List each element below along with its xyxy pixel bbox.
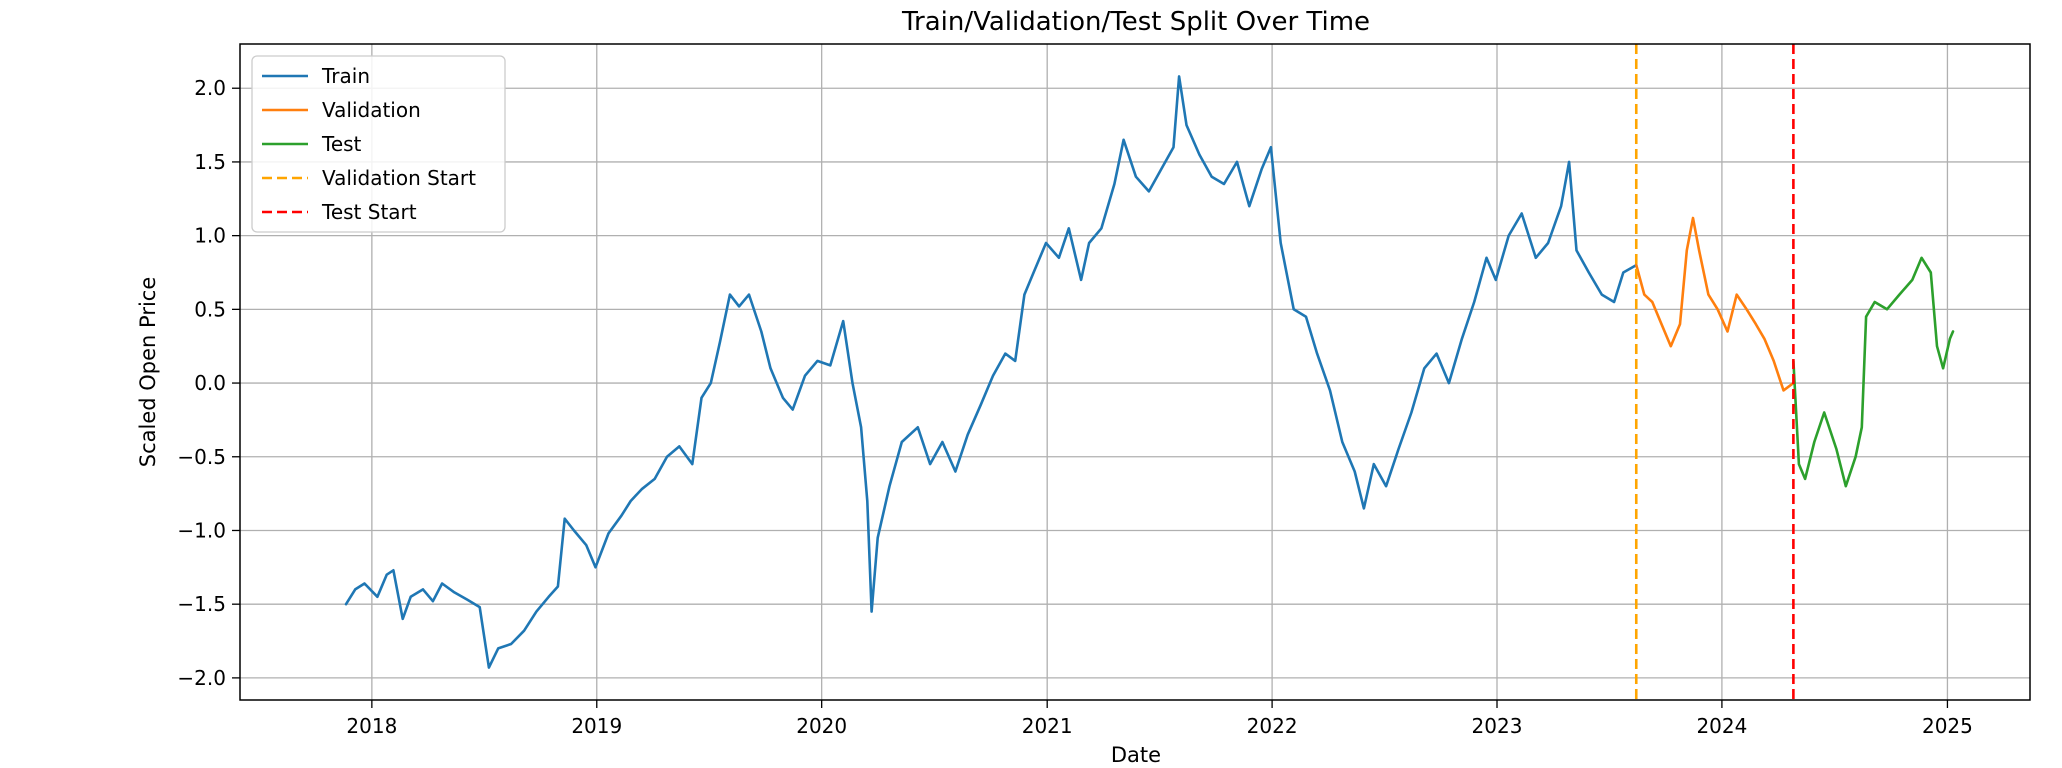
legend-label: Validation (322, 98, 421, 122)
y-tick-label: 0.0 (194, 371, 226, 395)
y-axis: 2.0 1.5 1.0 0.5 0.0 −0.5 −1.0 −1.5 −2.0 (177, 76, 240, 690)
legend-box (251, 55, 506, 233)
legend: Train Validation Test Validation Start Test … (251, 55, 506, 233)
y-tick-label: 1.0 (194, 224, 226, 248)
legend-label: Train (321, 64, 370, 88)
x-tick-label: 2020 (796, 714, 847, 738)
x-tick-label: 2022 (1247, 714, 1298, 738)
series-line-test (1792, 256, 1955, 488)
series-layer (344, 75, 1955, 669)
y-tick-label: −0.5 (177, 445, 226, 469)
plot-frame (239, 43, 2031, 701)
x-tick-label: 2019 (571, 714, 622, 738)
y-tick-label: 0.5 (194, 297, 226, 321)
y-tick-label: −1.0 (177, 518, 226, 542)
legend-label: Test (321, 132, 362, 156)
y-tick-label: −2.0 (177, 666, 226, 690)
legend-label: Validation Start (322, 166, 476, 190)
series-line-validation (1635, 216, 1795, 392)
y-tick-label: 1.5 (194, 150, 226, 174)
legend-label: Test Start (321, 200, 417, 224)
x-tick-label: 2023 (1472, 714, 1523, 738)
x-tick-label: 2018 (346, 714, 397, 738)
chart-title: Train/Validation/Test Split Over Time (901, 7, 1370, 37)
grid-layer (240, 44, 2030, 700)
series-line-train (344, 75, 1638, 669)
y-tick-label: 2.0 (194, 76, 226, 100)
x-axis: 2018 2019 2020 2021 2022 2023 2024 2025 (346, 700, 1973, 738)
x-tick-label: 2024 (1696, 714, 1747, 738)
x-tick-label: 2021 (1022, 714, 1073, 738)
vline-layer (1634, 44, 1795, 700)
y-tick-label: −1.5 (177, 592, 226, 616)
x-tick-label: 2025 (1922, 714, 1973, 738)
x-axis-label: Date (1111, 743, 1161, 767)
y-axis-label: Scaled Open Price (136, 277, 160, 468)
